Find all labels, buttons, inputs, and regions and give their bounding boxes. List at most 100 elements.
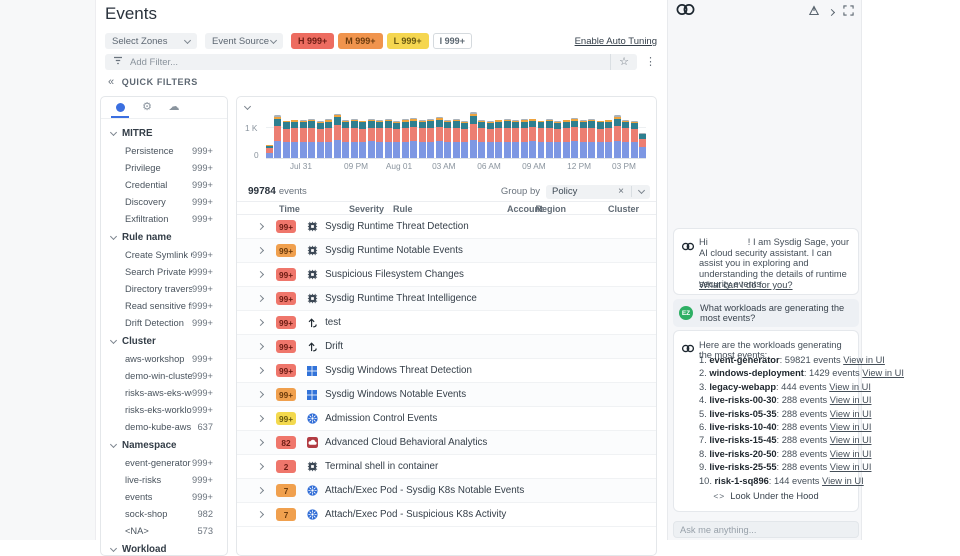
view-in-ui-link[interactable]: View in UI (829, 395, 872, 406)
clear-group-by-icon[interactable]: × (618, 186, 632, 197)
expand-row-icon[interactable] (256, 342, 265, 351)
group-by-select[interactable]: Policy × (546, 184, 650, 199)
quick-filter-section-header[interactable]: Rule name (101, 227, 227, 246)
quick-filter-item[interactable]: risks-eks-workloads999+ (101, 401, 227, 418)
event-row[interactable]: 99+ Sysdig Windows Threat Detection (237, 359, 656, 383)
expand-row-icon[interactable] (256, 390, 265, 399)
event-row[interactable]: 7 Attach/Exec Pod - Sysdig K8s Notable Ev… (237, 479, 656, 503)
event-row[interactable]: 82 Advanced Cloud Behavioral Analytics (237, 431, 656, 455)
view-in-ui-link[interactable]: View in UI (822, 475, 864, 486)
expand-row-icon[interactable] (256, 222, 265, 231)
what-can-i-do-link[interactable]: What can I do for you? (699, 280, 793, 290)
more-options-button[interactable]: ⋮ (645, 56, 656, 68)
chart-bar (630, 110, 638, 158)
event-row[interactable]: 2 Terminal shell in container (237, 455, 656, 479)
quick-filter-item[interactable]: sock-shop 982 (101, 505, 227, 522)
quick-filter-item[interactable]: events 999+ (101, 488, 227, 505)
quick-filter-item[interactable]: Exfiltration 999+ (101, 210, 227, 227)
event-row[interactable]: 7 Attach/Exec Pod - Suspicious K8s Activi… (237, 503, 656, 527)
expand-row-icon[interactable] (256, 294, 265, 303)
look-under-the-hood-button[interactable]: <> Look Under the Hood (674, 491, 858, 501)
view-in-ui-link[interactable]: View in UI (829, 381, 871, 392)
expand-row-icon[interactable] (256, 246, 265, 255)
quick-filter-item[interactable]: Drift Detection 999+ (101, 314, 227, 331)
severity-badge: 7 (276, 484, 296, 497)
quick-filter-item[interactable]: Read sensitive file unt...999+ (101, 297, 227, 314)
event-row[interactable]: 99+ Sysdig Runtime Threat Intelligence (237, 287, 656, 311)
workload-list-item: 3. legacy-webapp: 444 events View in UI (699, 381, 871, 392)
view-in-ui-link[interactable]: View in UI (829, 435, 872, 446)
enable-auto-tuning-link[interactable]: Enable Auto Tuning (574, 36, 657, 47)
tab-settings[interactable]: ⚙ (140, 97, 154, 118)
event-row[interactable]: 99+ Sysdig Runtime Threat Detection (237, 215, 656, 239)
quick-filter-item[interactable]: demo-kube-aws 637 (101, 418, 227, 435)
expand-row-icon[interactable] (256, 486, 265, 495)
quick-filter-item[interactable]: risks-aws-eks-workloa...999+ (101, 384, 227, 401)
view-in-ui-link[interactable]: View in UI (862, 368, 904, 379)
event-row[interactable]: 99+ Suspicious Filesystem Changes (237, 263, 656, 287)
favorite-filter-icon[interactable]: ☆ (619, 55, 629, 68)
events-count: 99784 (248, 186, 276, 197)
user-question-text: What workloads are generating the most e… (700, 303, 845, 323)
quick-filter-section-header[interactable]: Workload (101, 539, 227, 555)
quick-filter-section-header[interactable]: Namespace (101, 435, 227, 454)
expand-row-icon[interactable] (256, 438, 265, 447)
chart-bar (282, 110, 290, 158)
event-row[interactable]: 99+ Admission Control Events (237, 407, 656, 431)
quick-filter-section-header[interactable]: Cluster (101, 331, 227, 350)
workload-list-item: 4. live-risks-00-30: 288 events View in … (699, 395, 872, 406)
quick-filter-item[interactable]: live-risks 999+ (101, 471, 227, 488)
view-in-ui-link[interactable]: View in UI (829, 462, 872, 473)
view-in-ui-link[interactable]: View in UI (829, 422, 872, 433)
severity-chip[interactable]: H 999+ (291, 33, 335, 49)
expand-row-icon[interactable] (256, 462, 265, 471)
add-filter-bar[interactable]: Add Filter... ☆ (105, 54, 637, 70)
expand-row-icon[interactable] (256, 366, 265, 375)
severity-badge: 99+ (276, 220, 297, 233)
x-axis-tick-label: 12 PM (567, 161, 592, 171)
tab-runtime[interactable] (111, 97, 129, 118)
rule-name: Attach/Exec Pod - Suspicious K8s Activit… (325, 509, 507, 520)
event-row[interactable]: 99+ Drift (237, 335, 656, 359)
quick-filter-item[interactable]: <NA> 573 (101, 522, 227, 539)
event-row[interactable]: 99+ test (237, 311, 656, 335)
quick-filter-item[interactable]: Search Private Keys or...999+ (101, 263, 227, 280)
event-row[interactable]: 99+ Sysdig Runtime Notable Events (237, 239, 656, 263)
event-row[interactable]: 99+ Sysdig Windows Notable Events (237, 383, 656, 407)
collapse-sage-panel-icon[interactable] (827, 8, 836, 16)
quick-filter-item[interactable]: event-generator 999+ (101, 454, 227, 471)
expand-row-icon[interactable] (256, 270, 265, 279)
quick-filter-item[interactable]: aws-workshop 999+ (101, 350, 227, 367)
severity-chip[interactable]: I 999+ (432, 33, 472, 49)
graph-icon[interactable] (808, 3, 820, 21)
quick-filter-item[interactable]: Create Symlink Over ...999+ (101, 246, 227, 263)
expand-row-icon[interactable] (256, 318, 265, 327)
expand-fullscreen-icon[interactable] (843, 3, 854, 21)
x-axis-tick-label: 09 AM (522, 161, 546, 171)
view-in-ui-link[interactable]: View in UI (829, 448, 872, 459)
severity-chip[interactable]: L 999+ (386, 33, 429, 49)
severity-chip[interactable]: M 999+ (338, 33, 383, 49)
sage-input[interactable] (673, 521, 859, 538)
x-axis-tick-label: 03 PM (611, 161, 636, 171)
quick-filter-item[interactable]: demo-win-cluster 999+ (101, 367, 227, 384)
table-header: Time Severity Rule Account Region Cluster (237, 201, 656, 215)
tab-cloud[interactable]: ☁ (167, 97, 181, 118)
expand-row-icon[interactable] (256, 414, 265, 423)
x-axis (266, 158, 646, 159)
quick-filter-item[interactable]: Directory traversal mo...999+ (101, 280, 227, 297)
collapse-sidebar-icon[interactable]: « (108, 76, 115, 88)
quick-filter-item[interactable]: Credential 999+ (101, 176, 227, 193)
expand-row-icon[interactable] (256, 510, 265, 519)
rule-name: test (325, 317, 341, 328)
quick-filter-section-header[interactable]: MITRE (101, 123, 227, 142)
event-source-select[interactable]: Event Source (205, 33, 283, 49)
view-in-ui-link[interactable]: View in UI (843, 355, 885, 365)
quick-filter-item[interactable]: Privilege 999+ (101, 159, 227, 176)
zones-select[interactable]: Select Zones (105, 33, 197, 49)
chart-bar (605, 110, 613, 158)
view-in-ui-link[interactable]: View in UI (829, 408, 872, 419)
quick-filter-item[interactable]: Discovery 999+ (101, 193, 227, 210)
severity-badge: 99+ (276, 388, 297, 401)
quick-filter-item[interactable]: Persistence 999+ (101, 142, 227, 159)
